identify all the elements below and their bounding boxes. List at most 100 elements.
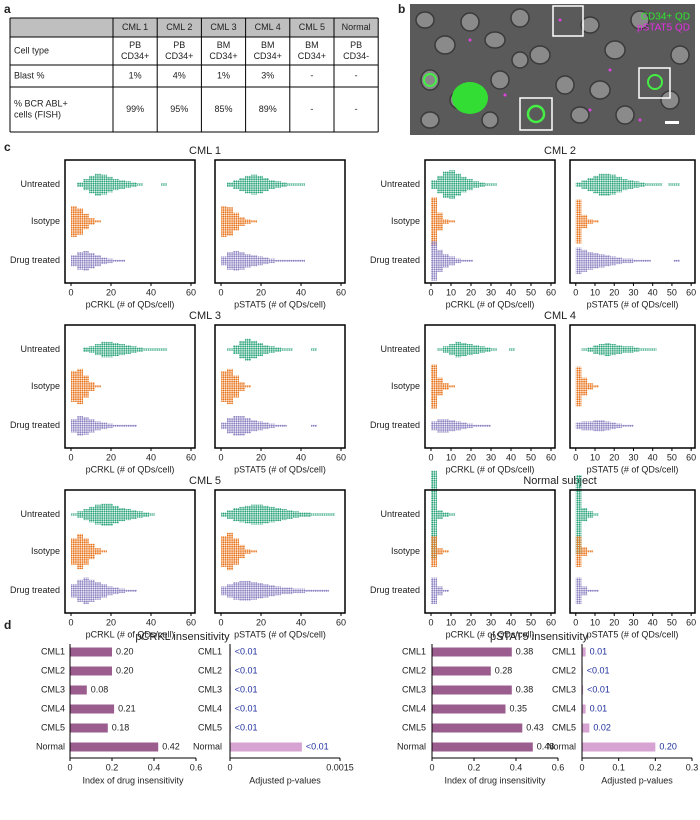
- dot-column: [449, 220, 455, 223]
- dot-column: [95, 220, 101, 223]
- category-label: CML1: [552, 646, 576, 656]
- dot-column: [587, 589, 594, 592]
- table-column-header: Normal: [342, 22, 371, 32]
- dot-column: [581, 508, 588, 522]
- bar: [432, 647, 512, 657]
- micrograph-legend: CD34+ QD: [641, 12, 690, 23]
- dot-column: [245, 338, 251, 361]
- dot-column: [293, 183, 299, 186]
- table-cell: BM: [217, 40, 231, 50]
- dot-column: [479, 182, 485, 187]
- dot-column: [323, 513, 329, 516]
- dot-column: [598, 173, 605, 196]
- x-tick-label: 20: [609, 617, 619, 627]
- x-tick-label: 30: [628, 617, 638, 627]
- bar: [582, 685, 584, 695]
- dot-column: [431, 421, 437, 431]
- dot-column: [491, 348, 497, 351]
- dot-column: [437, 377, 443, 396]
- category-label: CML5: [198, 722, 222, 732]
- dot-column: [437, 249, 443, 272]
- group-label: Drug treated: [10, 585, 60, 595]
- x-axis-label: pCRKL (# of QDs/cell): [446, 629, 535, 639]
- dot-column: [233, 345, 239, 354]
- dot-column: [71, 513, 77, 516]
- category-label: CML4: [198, 703, 222, 713]
- dot-column: [281, 259, 287, 262]
- bar: [432, 685, 512, 695]
- dot-column: [71, 419, 77, 433]
- dot-column: [633, 181, 640, 188]
- x-axis-label: Adjusted p-values: [601, 775, 673, 785]
- category-label: Normal: [547, 741, 576, 751]
- bar: [70, 647, 112, 657]
- group-label: Untreated: [380, 179, 420, 189]
- dot-column: [673, 183, 680, 186]
- dot-column: [627, 424, 634, 427]
- dot-column: [125, 181, 131, 188]
- table-column-header: CML 1: [122, 22, 148, 32]
- dot-column: [131, 510, 137, 519]
- dot-column: [604, 255, 611, 267]
- dot-column: [621, 346, 628, 353]
- dot-column: [263, 257, 269, 265]
- micrograph-legend: pSTAT5 QD: [637, 23, 690, 34]
- dot-column: [431, 577, 437, 605]
- dot-column: [101, 550, 107, 553]
- dot-column: [575, 247, 582, 275]
- bar: [582, 647, 586, 657]
- dot-column: [257, 256, 263, 266]
- dot-column: [107, 258, 113, 264]
- x-tick-label: 20: [106, 452, 116, 462]
- value-label: <0.01: [235, 684, 258, 694]
- dot-column: [83, 538, 89, 565]
- panel-label: a: [4, 2, 11, 16]
- value-label: <0.01: [587, 684, 610, 694]
- x-tick-label: 40: [146, 287, 156, 297]
- group-label: Isotype: [391, 381, 420, 391]
- dot-column: [461, 176, 467, 193]
- dot-column: [287, 348, 293, 351]
- dot-column: [263, 505, 269, 524]
- table-column-header: CML 2: [166, 22, 192, 32]
- x-tick-label: 20: [256, 452, 266, 462]
- value-label: <0.01: [587, 665, 610, 675]
- dot-column: [125, 589, 131, 592]
- x-tick-label: 40: [506, 617, 516, 627]
- dot-column: [251, 504, 257, 525]
- x-tick-label: 60: [546, 287, 556, 297]
- x-tick-label: 60: [186, 287, 196, 297]
- dot-column: [467, 179, 473, 191]
- dot-column: [263, 178, 269, 192]
- dot-column: [131, 424, 137, 427]
- dot-column: [633, 347, 640, 352]
- dot-column: [449, 385, 455, 388]
- panel-title: CML 3: [189, 310, 221, 322]
- group-label: Drug treated: [10, 420, 60, 430]
- dot-column: [467, 259, 473, 262]
- dot-column: [575, 366, 582, 407]
- dot-column: [627, 258, 634, 264]
- dot-column: [449, 420, 455, 432]
- dot-column: [443, 346, 449, 353]
- dot-column: [77, 533, 83, 570]
- dot-column: [455, 341, 461, 358]
- dot-column: [161, 348, 167, 351]
- group-label: Drug treated: [370, 585, 420, 595]
- value-label: 0.01: [590, 703, 608, 713]
- dot-column: [431, 180, 437, 189]
- dot-column: [467, 344, 473, 356]
- dot-column: [281, 509, 287, 521]
- dot-column: [125, 345, 131, 354]
- dot-column: [593, 220, 599, 223]
- panel-title: pSTAT5 insensitivity: [490, 631, 589, 643]
- dot-column: [587, 421, 594, 431]
- x-tick-label: 30: [486, 617, 496, 627]
- dot-column: [227, 207, 233, 236]
- dot-column: [77, 511, 83, 518]
- x-axis-label: pSTAT5 (# of QDs/cell): [234, 299, 326, 309]
- dot-column: [251, 340, 257, 359]
- plot-frame: [569, 159, 696, 284]
- dot-column: [650, 348, 657, 351]
- x-tick-label: 30: [628, 452, 638, 462]
